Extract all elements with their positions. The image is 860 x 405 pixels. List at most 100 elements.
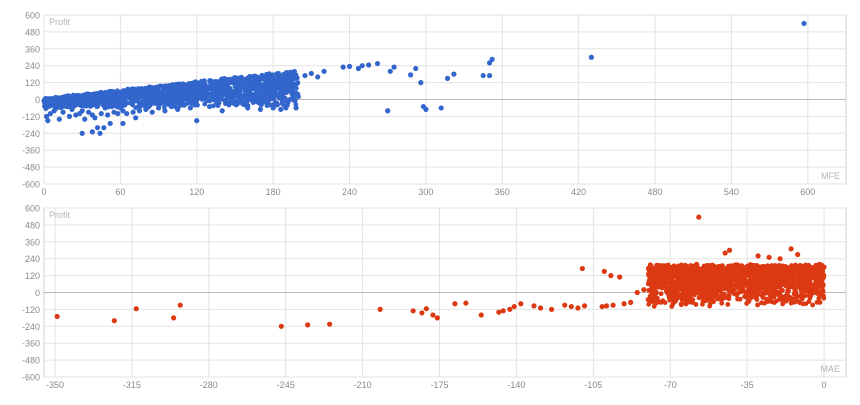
mfe-data-point	[423, 106, 429, 112]
data-point	[247, 80, 253, 85]
mae-data-point	[496, 309, 502, 315]
mfe-data-point	[257, 106, 264, 112]
mfe-data-point	[89, 129, 95, 135]
data-point	[133, 88, 138, 94]
data-point	[154, 90, 160, 95]
data-point	[133, 105, 139, 111]
data-point	[683, 285, 688, 291]
data-point	[93, 99, 99, 105]
data-point	[650, 289, 656, 294]
data-point	[754, 271, 760, 277]
data-point	[156, 98, 162, 104]
data-point	[163, 100, 169, 106]
data-point	[735, 296, 740, 302]
mfe-data-point	[418, 80, 424, 86]
data-point	[648, 263, 653, 269]
mae-data-point	[537, 305, 544, 311]
data-point	[293, 90, 299, 96]
mfe-data-point	[194, 118, 200, 124]
mae-data-point	[693, 261, 700, 267]
data-point	[293, 85, 299, 91]
data-point	[665, 272, 671, 278]
data-point	[70, 92, 76, 98]
data-point	[262, 81, 268, 87]
data-point	[703, 277, 709, 283]
data-point	[184, 91, 190, 97]
mfe-data-point	[359, 63, 365, 69]
data-point	[688, 263, 694, 269]
data-point	[187, 83, 193, 89]
data-point	[192, 79, 198, 85]
data-point	[785, 293, 791, 299]
mae-chart: 6004803602401200-120-240-360-480-600-350…	[22, 204, 847, 390]
data-point	[671, 263, 677, 269]
data-point	[743, 265, 749, 271]
data-point	[721, 291, 727, 297]
data-point	[175, 86, 181, 92]
mae-data-point	[518, 301, 524, 307]
data-point	[763, 289, 768, 295]
data-point	[223, 97, 229, 103]
data-point	[204, 94, 210, 100]
mae-data-point	[674, 268, 680, 274]
data-point	[142, 98, 148, 103]
data-point	[797, 266, 803, 272]
data-point	[285, 99, 291, 105]
data-point	[758, 275, 764, 281]
data-point	[755, 302, 760, 308]
data-point	[207, 79, 213, 84]
mfe-data-point	[346, 63, 353, 70]
mae-x-tick-label: -280	[200, 380, 218, 390]
data-point	[161, 88, 167, 94]
mfe-data-point	[340, 64, 346, 70]
mae-data-point	[696, 214, 702, 220]
data-point	[778, 276, 784, 282]
data-point	[665, 262, 671, 268]
mae-data-point	[511, 303, 517, 310]
data-point	[261, 86, 267, 92]
data-point	[806, 299, 812, 304]
data-point	[210, 94, 215, 100]
mfe-data-point	[486, 72, 493, 79]
data-point	[272, 94, 278, 100]
mfe-data-point	[79, 108, 85, 114]
data-point	[783, 298, 789, 304]
data-point	[99, 95, 105, 100]
data-point	[263, 95, 269, 100]
data-point	[646, 273, 652, 278]
mfe-data-point	[181, 102, 187, 108]
mfe-data-point	[133, 115, 139, 121]
mfe-data-point	[98, 110, 104, 117]
mae-data-point	[575, 305, 581, 311]
mfe-data-point	[175, 106, 181, 112]
mfe-dense-cloud	[41, 68, 301, 112]
data-point	[216, 100, 222, 106]
mfe-data-point	[124, 110, 130, 117]
data-point	[676, 286, 682, 291]
data-point	[722, 285, 727, 291]
data-point	[245, 75, 251, 81]
data-point	[665, 286, 670, 292]
mae-dense-cloud	[645, 262, 827, 309]
data-point	[799, 296, 805, 302]
data-point	[653, 272, 659, 277]
mae-data-point	[581, 303, 588, 309]
mfe-y-tick-label: -600	[22, 180, 40, 190]
data-point	[788, 300, 794, 306]
mae-data-point	[788, 246, 794, 252]
data-point	[810, 302, 816, 308]
data-point	[688, 290, 694, 295]
data-point	[789, 275, 795, 281]
data-point	[650, 299, 656, 305]
mfe-data-point	[47, 110, 53, 117]
mae-x-tick-label: -210	[354, 380, 372, 390]
mae-data-point	[111, 318, 117, 324]
data-point	[157, 93, 163, 99]
mae-data-point	[711, 267, 717, 273]
mae-data-point	[452, 301, 458, 307]
mae-x-tick-label: -140	[507, 380, 525, 390]
data-point	[695, 271, 701, 277]
mae-data-point	[507, 306, 513, 312]
data-point	[772, 275, 778, 281]
data-point	[660, 263, 665, 269]
